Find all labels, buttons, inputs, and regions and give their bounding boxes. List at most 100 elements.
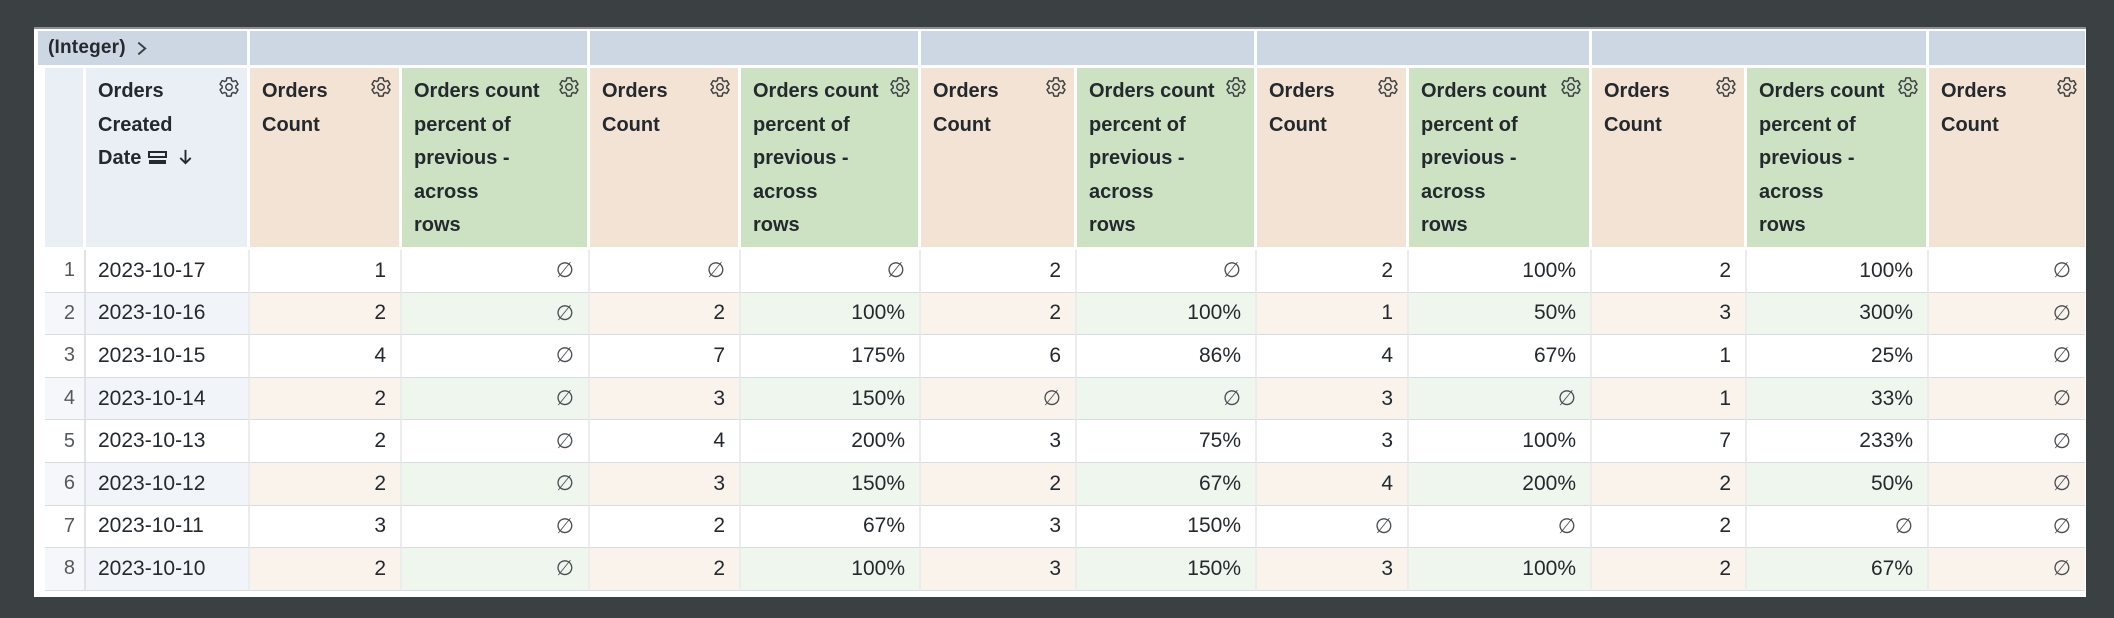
value-cell[interactable]: ∅ [921,377,1077,421]
value-cell[interactable]: ∅ [402,548,590,591]
gear-icon[interactable] [558,76,580,98]
value-cell[interactable]: ∅ [402,462,590,506]
date-cell[interactable]: 2023-10-16 [86,292,250,336]
value-cell[interactable]: 200% [1409,462,1592,506]
value-cell[interactable]: 150% [741,377,921,421]
value-cell[interactable]: 3 [250,505,402,549]
date-cell[interactable]: 2023-10-11 [86,505,250,549]
gear-icon[interactable] [889,76,911,98]
column-header-orders-count-percent-of-previous[interactable]: Orders count percent of previous - acros… [1077,68,1257,247]
value-cell[interactable]: 175% [741,335,921,378]
gear-icon[interactable] [1897,76,1919,98]
value-cell[interactable]: ∅ [1409,377,1592,421]
value-cell[interactable]: 150% [741,462,921,506]
value-cell[interactable]: 2 [1257,250,1409,293]
value-cell[interactable]: 4 [1257,462,1409,506]
value-cell[interactable]: 67% [741,505,921,549]
value-cell[interactable]: 100% [1747,250,1929,293]
value-cell[interactable]: ∅ [402,420,590,463]
value-cell[interactable]: 6 [921,335,1077,378]
value-cell[interactable]: 2 [921,462,1077,506]
value-cell[interactable]: 2 [1592,548,1747,591]
column-header-orders-count[interactable]: Orders Count [1257,68,1409,247]
value-cell[interactable]: 1 [250,250,402,293]
gear-icon[interactable] [1560,76,1582,98]
value-cell[interactable]: ∅ [741,250,921,293]
value-cell[interactable]: 50% [1747,462,1929,506]
value-cell[interactable]: ∅ [402,292,590,336]
value-cell[interactable]: ∅ [402,505,590,549]
date-cell[interactable]: 2023-10-14 [86,377,250,421]
value-cell[interactable]: 33% [1747,377,1929,421]
column-header-orders-count[interactable]: Orders Count [1929,68,2085,247]
value-cell[interactable]: 2 [590,505,741,549]
value-cell[interactable]: 100% [741,292,921,336]
gear-icon[interactable] [709,76,731,98]
value-cell[interactable]: 67% [1747,548,1929,591]
value-cell[interactable]: 25% [1747,335,1929,378]
value-cell[interactable]: 4 [250,335,402,378]
value-cell[interactable]: 67% [1077,462,1257,506]
value-cell[interactable]: ∅ [402,377,590,421]
value-cell[interactable]: 2 [250,377,402,421]
value-cell[interactable]: 100% [741,548,921,591]
value-cell[interactable]: 2 [1592,505,1747,549]
value-cell[interactable]: 7 [1592,420,1747,463]
date-cell[interactable]: 2023-10-10 [86,548,250,591]
value-cell[interactable]: 2 [250,548,402,591]
column-header-orders-count-percent-of-previous[interactable]: Orders count percent of previous - acros… [741,68,921,247]
arrow-down-icon[interactable] [176,147,195,167]
chevron-right-icon[interactable] [133,40,150,57]
value-cell[interactable]: 2 [921,250,1077,293]
value-cell[interactable]: 100% [1409,420,1592,463]
value-cell[interactable]: 3 [1592,292,1747,336]
value-cell[interactable]: ∅ [1929,420,2085,463]
column-header-orders-count[interactable]: Orders Count [921,68,1077,247]
value-cell[interactable]: 100% [1409,250,1592,293]
date-cell[interactable]: 2023-10-17 [86,250,250,293]
gear-icon[interactable] [1045,76,1067,98]
value-cell[interactable]: 100% [1077,292,1257,336]
value-cell[interactable]: 67% [1409,335,1592,378]
value-cell[interactable]: 2 [1592,250,1747,293]
value-cell[interactable]: ∅ [402,250,590,293]
value-cell[interactable]: ∅ [1929,292,2085,336]
value-cell[interactable]: 2 [921,292,1077,336]
value-cell[interactable]: 2 [250,462,402,506]
value-cell[interactable]: 1 [1592,377,1747,421]
gear-icon[interactable] [1225,76,1247,98]
value-cell[interactable]: 2 [590,292,741,336]
value-cell[interactable]: ∅ [1929,548,2085,591]
gear-icon[interactable] [1715,76,1737,98]
value-cell[interactable]: 3 [1257,548,1409,591]
value-cell[interactable]: ∅ [1077,377,1257,421]
value-cell[interactable]: 3 [1257,377,1409,421]
value-cell[interactable]: 2 [250,420,402,463]
value-cell[interactable]: ∅ [1929,250,2085,293]
date-cell[interactable]: 2023-10-13 [86,420,250,463]
value-cell[interactable]: ∅ [402,335,590,378]
value-cell[interactable]: 300% [1747,292,1929,336]
value-cell[interactable]: 150% [1077,548,1257,591]
column-header-orders-count[interactable]: Orders Count [1592,68,1747,247]
value-cell[interactable]: ∅ [1409,505,1592,549]
value-cell[interactable]: ∅ [1929,462,2085,506]
value-cell[interactable]: ∅ [1747,505,1929,549]
value-cell[interactable]: 2 [590,548,741,591]
gear-icon[interactable] [1377,76,1399,98]
value-cell[interactable]: 3 [590,377,741,421]
value-cell[interactable]: ∅ [1929,505,2085,549]
value-cell[interactable]: ∅ [1077,250,1257,293]
value-cell[interactable]: ∅ [1929,377,2085,421]
column-header-orders-count[interactable]: Orders Count [590,68,741,247]
value-cell[interactable]: 4 [590,420,741,463]
column-header-orders-count-percent-of-previous[interactable]: Orders count percent of previous - acros… [1409,68,1592,247]
value-cell[interactable]: 86% [1077,335,1257,378]
date-cell[interactable]: 2023-10-12 [86,462,250,506]
value-cell[interactable]: 100% [1409,548,1592,591]
gear-icon[interactable] [2056,76,2078,98]
column-header-orders-count[interactable]: Orders Count [250,68,402,247]
value-cell[interactable]: 2 [1592,462,1747,506]
value-cell[interactable]: ∅ [590,250,741,293]
gear-icon[interactable] [370,76,392,98]
